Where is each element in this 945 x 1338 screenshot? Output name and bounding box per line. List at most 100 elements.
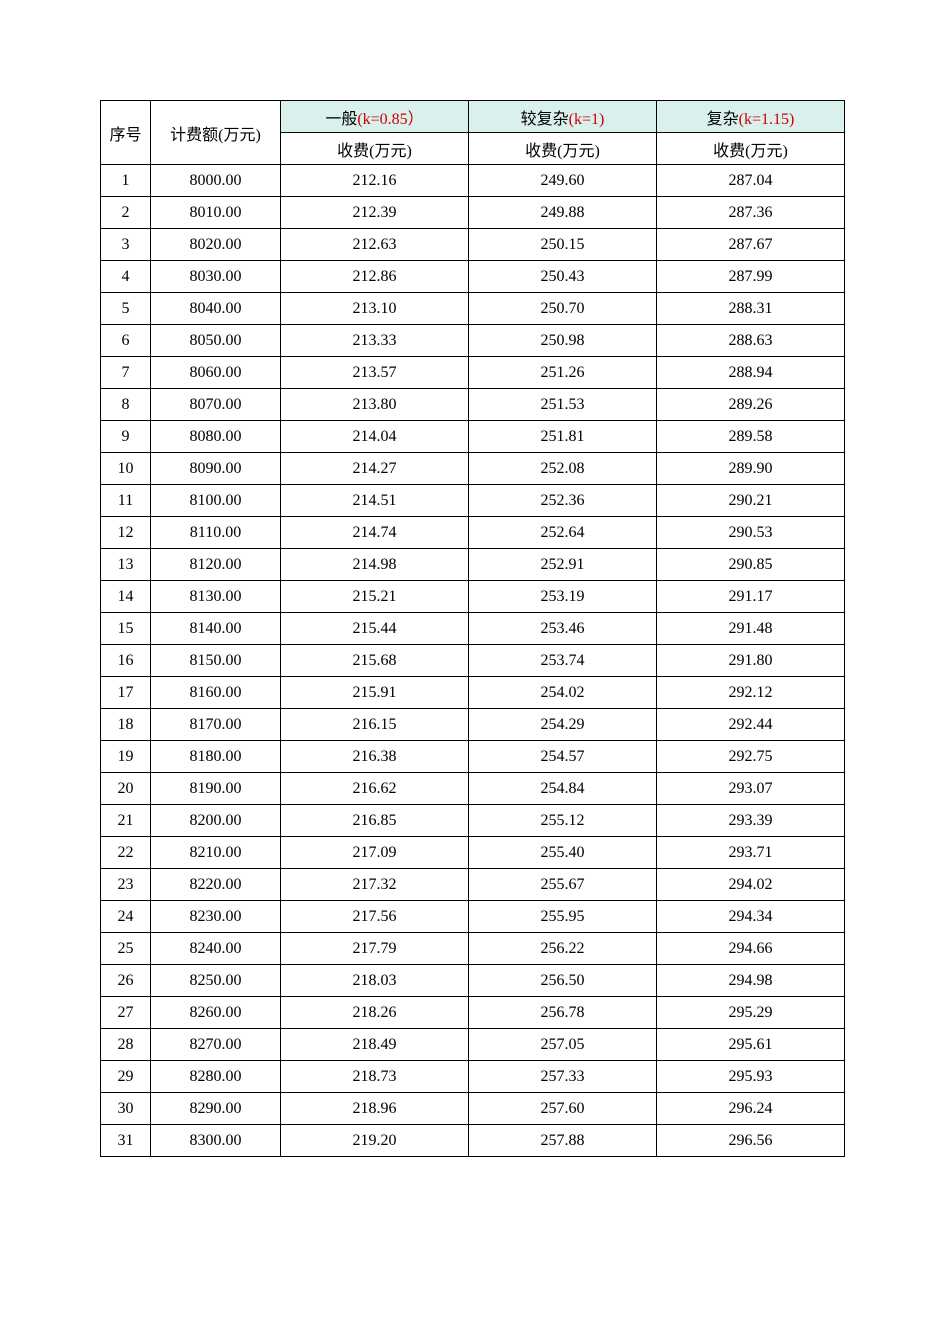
cell-amount: 8020.00 [151, 229, 281, 261]
table-row: 288270.00218.49257.05295.61 [101, 1029, 845, 1061]
cell-k1: 250.43 [469, 261, 657, 293]
cell-k085: 218.96 [281, 1093, 469, 1125]
cell-k085: 215.21 [281, 581, 469, 613]
cell-k085: 217.56 [281, 901, 469, 933]
table-row: 88070.00213.80251.53289.26 [101, 389, 845, 421]
cell-k1: 257.05 [469, 1029, 657, 1061]
cell-k1: 254.02 [469, 677, 657, 709]
cell-k085: 213.57 [281, 357, 469, 389]
cell-k115: 288.94 [657, 357, 845, 389]
cell-amount: 8300.00 [151, 1125, 281, 1157]
cell-amount: 8090.00 [151, 453, 281, 485]
table-row: 218200.00216.85255.12293.39 [101, 805, 845, 837]
cell-k1: 254.84 [469, 773, 657, 805]
cell-k115: 296.56 [657, 1125, 845, 1157]
table-row: 118100.00214.51252.36290.21 [101, 485, 845, 517]
cell-k115: 288.31 [657, 293, 845, 325]
header-k115-prefix: 复杂 [707, 111, 739, 128]
cell-k1: 251.81 [469, 421, 657, 453]
cell-k115: 291.48 [657, 613, 845, 645]
cell-k115: 296.24 [657, 1093, 845, 1125]
cell-k115: 294.02 [657, 869, 845, 901]
cell-idx: 7 [101, 357, 151, 389]
cell-idx: 30 [101, 1093, 151, 1125]
cell-k085: 215.91 [281, 677, 469, 709]
cell-k085: 214.27 [281, 453, 469, 485]
cell-k085: 212.86 [281, 261, 469, 293]
cell-k115: 290.85 [657, 549, 845, 581]
table-row: 48030.00212.86250.43287.99 [101, 261, 845, 293]
cell-amount: 8130.00 [151, 581, 281, 613]
cell-idx: 27 [101, 997, 151, 1029]
table-row: 188170.00216.15254.29292.44 [101, 709, 845, 741]
cell-amount: 8100.00 [151, 485, 281, 517]
cell-k1: 255.40 [469, 837, 657, 869]
cell-k115: 287.04 [657, 165, 845, 197]
table-row: 278260.00218.26256.78295.29 [101, 997, 845, 1029]
header-k085: 一般(k=0.85） [281, 101, 469, 133]
cell-k085: 215.68 [281, 645, 469, 677]
table-row: 108090.00214.27252.08289.90 [101, 453, 845, 485]
table-row: 318300.00219.20257.88296.56 [101, 1125, 845, 1157]
header-k115: 复杂(k=1.15) [657, 101, 845, 133]
cell-amount: 8200.00 [151, 805, 281, 837]
cell-idx: 6 [101, 325, 151, 357]
cell-amount: 8060.00 [151, 357, 281, 389]
table-row: 208190.00216.62254.84293.07 [101, 773, 845, 805]
cell-k1: 255.12 [469, 805, 657, 837]
cell-idx: 21 [101, 805, 151, 837]
cell-k085: 216.85 [281, 805, 469, 837]
table-row: 248230.00217.56255.95294.34 [101, 901, 845, 933]
table-row: 128110.00214.74252.64290.53 [101, 517, 845, 549]
cell-k1: 253.46 [469, 613, 657, 645]
cell-idx: 5 [101, 293, 151, 325]
header-k1-suffix: (k=1) [569, 111, 605, 128]
cell-idx: 9 [101, 421, 151, 453]
cell-amount: 8000.00 [151, 165, 281, 197]
cell-amount: 8070.00 [151, 389, 281, 421]
cell-k085: 218.03 [281, 965, 469, 997]
cell-k115: 295.29 [657, 997, 845, 1029]
cell-k085: 217.09 [281, 837, 469, 869]
header-k115-suffix: (k=1.15) [739, 111, 795, 128]
header-fee-k115: 收费(万元) [657, 133, 845, 165]
cell-k085: 213.80 [281, 389, 469, 421]
table-row: 258240.00217.79256.22294.66 [101, 933, 845, 965]
cell-k115: 287.36 [657, 197, 845, 229]
cell-amount: 8080.00 [151, 421, 281, 453]
cell-amount: 8280.00 [151, 1061, 281, 1093]
cell-k085: 214.51 [281, 485, 469, 517]
cell-idx: 16 [101, 645, 151, 677]
cell-idx: 29 [101, 1061, 151, 1093]
cell-k085: 218.49 [281, 1029, 469, 1061]
cell-k1: 257.88 [469, 1125, 657, 1157]
cell-k1: 256.50 [469, 965, 657, 997]
table-row: 78060.00213.57251.26288.94 [101, 357, 845, 389]
cell-amount: 8240.00 [151, 933, 281, 965]
table-row: 28010.00212.39249.88287.36 [101, 197, 845, 229]
cell-k1: 256.22 [469, 933, 657, 965]
cell-k085: 217.79 [281, 933, 469, 965]
cell-amount: 8220.00 [151, 869, 281, 901]
cell-amount: 8230.00 [151, 901, 281, 933]
cell-k085: 214.74 [281, 517, 469, 549]
cell-k115: 295.61 [657, 1029, 845, 1061]
cell-k115: 295.93 [657, 1061, 845, 1093]
cell-idx: 2 [101, 197, 151, 229]
cell-k1: 253.19 [469, 581, 657, 613]
cell-k1: 252.36 [469, 485, 657, 517]
cell-idx: 8 [101, 389, 151, 421]
cell-idx: 4 [101, 261, 151, 293]
cell-k115: 291.80 [657, 645, 845, 677]
cell-amount: 8120.00 [151, 549, 281, 581]
table-row: 238220.00217.32255.67294.02 [101, 869, 845, 901]
cell-k1: 257.33 [469, 1061, 657, 1093]
cell-k085: 216.38 [281, 741, 469, 773]
cell-k085: 216.62 [281, 773, 469, 805]
cell-amount: 8270.00 [151, 1029, 281, 1061]
cell-k085: 216.15 [281, 709, 469, 741]
table-row: 148130.00215.21253.19291.17 [101, 581, 845, 613]
cell-k1: 255.67 [469, 869, 657, 901]
cell-k085: 212.63 [281, 229, 469, 261]
cell-idx: 22 [101, 837, 151, 869]
